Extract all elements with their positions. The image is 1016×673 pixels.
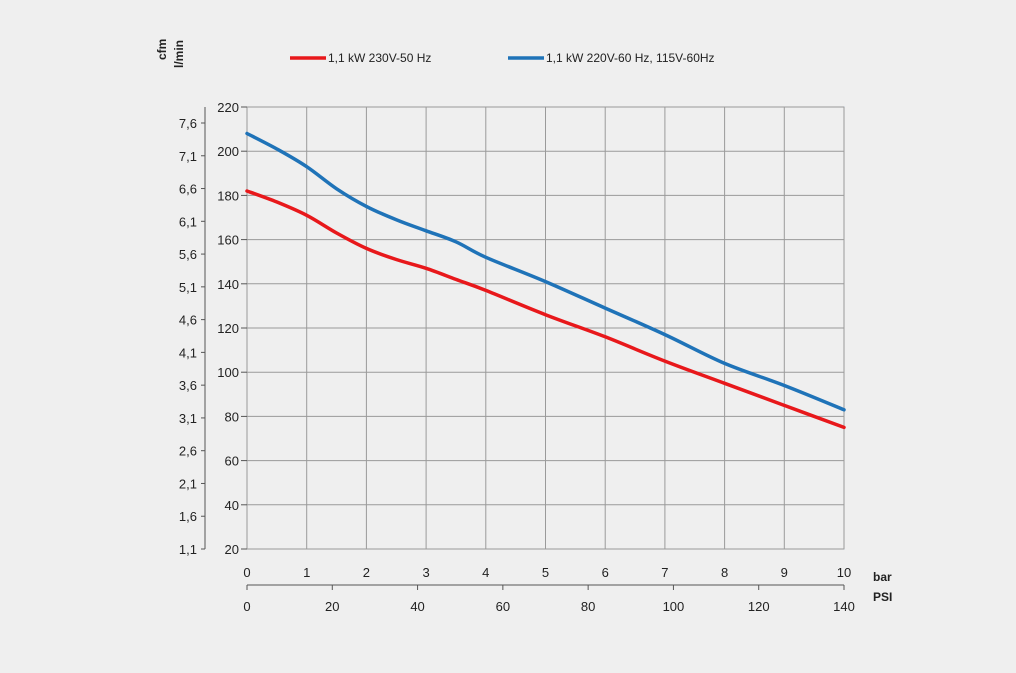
psi-tick-label: 0 <box>243 599 250 614</box>
cfm-tick-label: 2,6 <box>179 444 197 459</box>
y-tick-label: 180 <box>217 188 239 203</box>
y-tick-label: 160 <box>217 233 239 248</box>
cfm-tick-label: 3,1 <box>179 411 197 426</box>
psi-tick-label: 120 <box>748 599 770 614</box>
cfm-tick-label: 5,6 <box>179 247 197 262</box>
psi-tick-label: 60 <box>496 599 510 614</box>
x-tick-label: 0 <box>243 565 250 580</box>
x-tick-label: 8 <box>721 565 728 580</box>
y-tick-label: 120 <box>217 321 239 336</box>
x-tick-label: 1 <box>303 565 310 580</box>
psi-tick-label: 140 <box>833 599 855 614</box>
psi-tick-label: 100 <box>663 599 685 614</box>
cfm-tick-label: 4,6 <box>179 313 197 328</box>
y-tick-label: 20 <box>225 542 239 557</box>
cfm-tick-label: 6,6 <box>179 182 197 197</box>
cfm-tick-label: 6,1 <box>179 214 197 229</box>
cfm-tick-label: 7,6 <box>179 116 197 131</box>
psi-tick-label: 80 <box>581 599 595 614</box>
cfm-tick-label: 1,1 <box>179 542 197 557</box>
cfm-tick-label: 1,6 <box>179 509 197 524</box>
x-axis-psi-unit-label: PSI <box>873 590 892 604</box>
cfm-tick-label: 3,6 <box>179 378 197 393</box>
x-tick-label: 2 <box>363 565 370 580</box>
psi-tick-label: 20 <box>325 599 339 614</box>
legend: 1,1 kW 230V-50 Hz 1,1 kW 220V-60 Hz, 115… <box>290 51 715 65</box>
cfm-tick-label: 7,1 <box>179 149 197 164</box>
y-tick-label: 40 <box>225 498 239 513</box>
y-axis-inner-unit-label: l/min <box>172 40 186 68</box>
x-axis-bar-unit-label: bar <box>873 570 892 584</box>
y-tick-label: 60 <box>225 454 239 469</box>
y-tick-label: 220 <box>217 100 239 115</box>
y-axis-outer-unit-label: cfm <box>155 39 169 60</box>
x-tick-label: 6 <box>602 565 609 580</box>
cfm-tick-label: 4,1 <box>179 345 197 360</box>
x-tick-label: 5 <box>542 565 549 580</box>
y-tick-label: 80 <box>225 409 239 424</box>
series <box>245 131 846 430</box>
y-tick-label: 140 <box>217 277 239 292</box>
y-tick-label: 200 <box>217 144 239 159</box>
cfm-tick-label: 5,1 <box>179 280 197 295</box>
x-tick-label: 3 <box>422 565 429 580</box>
legend-label-blue: 1,1 kW 220V-60 Hz, 115V-60Hz <box>546 51 715 65</box>
series-line-blue <box>245 131 846 412</box>
x-tick-label: 9 <box>781 565 788 580</box>
cfm-tick-label: 2,1 <box>179 476 197 491</box>
y-tick-label: 100 <box>217 365 239 380</box>
x-tick-label: 7 <box>661 565 668 580</box>
x-tick-label: 4 <box>482 565 489 580</box>
legend-label-red: 1,1 kW 230V-50 Hz <box>328 51 431 65</box>
x-tick-label: 10 <box>837 565 851 580</box>
series-line-red <box>245 189 846 430</box>
psi-tick-label: 40 <box>410 599 424 614</box>
